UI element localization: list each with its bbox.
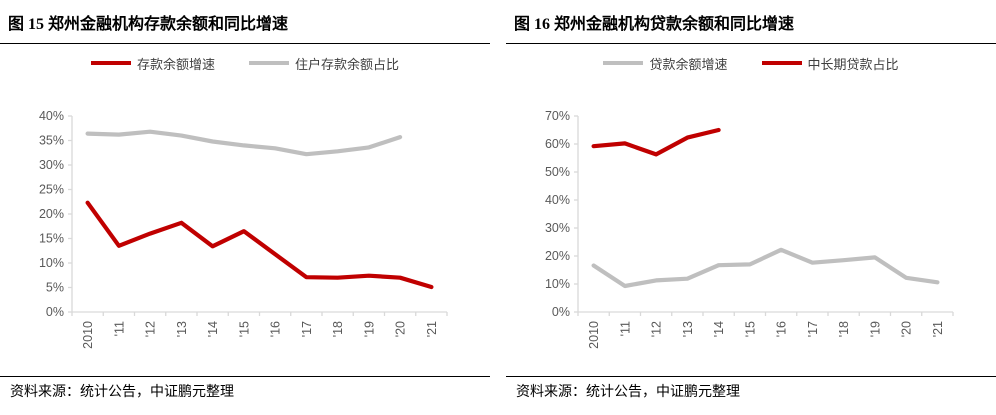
x-tick-label: '12 bbox=[144, 321, 158, 337]
legend-label: 住户存款余额占比 bbox=[295, 56, 400, 72]
legend-item: 存款余额增速 bbox=[90, 54, 215, 73]
source-divider bbox=[506, 376, 996, 377]
series-line bbox=[591, 247, 940, 289]
legend-item: 住户存款余额占比 bbox=[249, 54, 399, 73]
x-tick-label: '21 bbox=[931, 321, 945, 337]
x-tick-label: '15 bbox=[237, 321, 251, 337]
series-line bbox=[591, 127, 721, 157]
x-tick-label: '11 bbox=[112, 321, 126, 336]
x-tick-label: '14 bbox=[206, 321, 220, 337]
x-tick-label: '12 bbox=[650, 321, 664, 337]
y-tick-label: 40% bbox=[545, 193, 570, 207]
x-tick-label: '18 bbox=[837, 321, 851, 337]
y-tick-label: 50% bbox=[545, 165, 570, 179]
legend-line-swatch bbox=[761, 61, 802, 65]
x-tick-label: '16 bbox=[775, 321, 789, 337]
y-tick-label: 0% bbox=[552, 305, 570, 319]
panel-title: 图 15 郑州金融机构存款余额和同比增速 bbox=[8, 16, 289, 33]
x-tick-label: '17 bbox=[300, 321, 314, 337]
x-tick-label: '20 bbox=[394, 321, 408, 337]
source-note: 资料来源：统计公告，中证鹏元整理 bbox=[516, 385, 740, 400]
title-divider bbox=[506, 43, 996, 44]
y-tick-label: 30% bbox=[545, 221, 570, 235]
series-line bbox=[85, 200, 434, 290]
y-tick-label: 25% bbox=[39, 183, 64, 197]
legend-line-swatch bbox=[249, 61, 289, 65]
y-tick-label: 20% bbox=[545, 249, 570, 263]
y-tick-label: 70% bbox=[545, 109, 570, 123]
x-tick-label: '18 bbox=[331, 321, 345, 337]
chart-panel-deposits: 图 15 郑州金融机构存款余额和同比增速 存款余额增速 住户存款余额占比 0% 5… bbox=[0, 0, 490, 415]
legend-item: 中长期贷款占比 bbox=[761, 54, 899, 73]
x-tick-label: '14 bbox=[712, 321, 726, 337]
y-tick-label: 30% bbox=[39, 158, 64, 172]
y-tick-label: 40% bbox=[39, 109, 64, 123]
y-tick-label: 0% bbox=[46, 305, 64, 319]
x-tick-label: '19 bbox=[362, 321, 376, 337]
panel-title: 图 16 郑州金融机构贷款余额和同比增速 bbox=[514, 16, 795, 33]
legend-line-swatch bbox=[603, 61, 644, 65]
y-tick-label: 15% bbox=[39, 232, 64, 246]
x-tick-label: '20 bbox=[900, 321, 914, 337]
x-tick-label: 2010 bbox=[81, 321, 95, 349]
legend: 存款余额增速 住户存款余额占比 bbox=[0, 44, 490, 82]
y-tick-label: 35% bbox=[39, 134, 64, 148]
legend: 贷款余额增速 中长期贷款占比 bbox=[506, 44, 996, 82]
x-tick-label: '11 bbox=[618, 321, 632, 336]
x-tick-label: 2010 bbox=[587, 321, 601, 349]
source-divider bbox=[0, 376, 490, 377]
x-tick-label: '19 bbox=[868, 321, 882, 337]
x-tick-label: '13 bbox=[681, 321, 695, 337]
x-tick-label: '17 bbox=[806, 321, 820, 337]
chart-panel-loans: 图 16 郑州金融机构贷款余额和同比增速 贷款余额增速 中长期贷款占比 0% 10… bbox=[506, 0, 996, 415]
y-tick-label: 60% bbox=[545, 137, 570, 151]
y-tick-label: 10% bbox=[39, 256, 64, 270]
legend-label: 存款余额增速 bbox=[136, 56, 215, 72]
y-tick-label: 5% bbox=[46, 281, 64, 295]
series-line bbox=[85, 129, 403, 157]
x-tick-label: '15 bbox=[743, 321, 757, 337]
legend-line-swatch bbox=[90, 61, 131, 65]
y-tick-label: 10% bbox=[545, 277, 570, 291]
title-divider bbox=[0, 43, 490, 44]
x-tick-label: '21 bbox=[425, 321, 439, 337]
y-tick-label: 20% bbox=[39, 207, 64, 221]
deposit-growth-line-chart: 0% 5% 10% 15% 20% 25% 30% 35% 40% 2010 '11 '12 '13 '1… bbox=[39, 109, 448, 349]
legend-label: 贷款余额增速 bbox=[649, 56, 728, 72]
x-tick-label: '13 bbox=[175, 321, 189, 337]
legend-item: 贷款余额增速 bbox=[603, 54, 728, 73]
legend-label: 中长期贷款占比 bbox=[807, 56, 899, 72]
x-tick-label: '16 bbox=[269, 321, 283, 337]
source-note: 资料来源：统计公告，中证鹏元整理 bbox=[10, 385, 234, 400]
loan-growth-line-chart: 0% 10% 20% 30% 40% 50% 60% 70% 2010 '11 '12 '13 '14 '… bbox=[545, 109, 954, 349]
